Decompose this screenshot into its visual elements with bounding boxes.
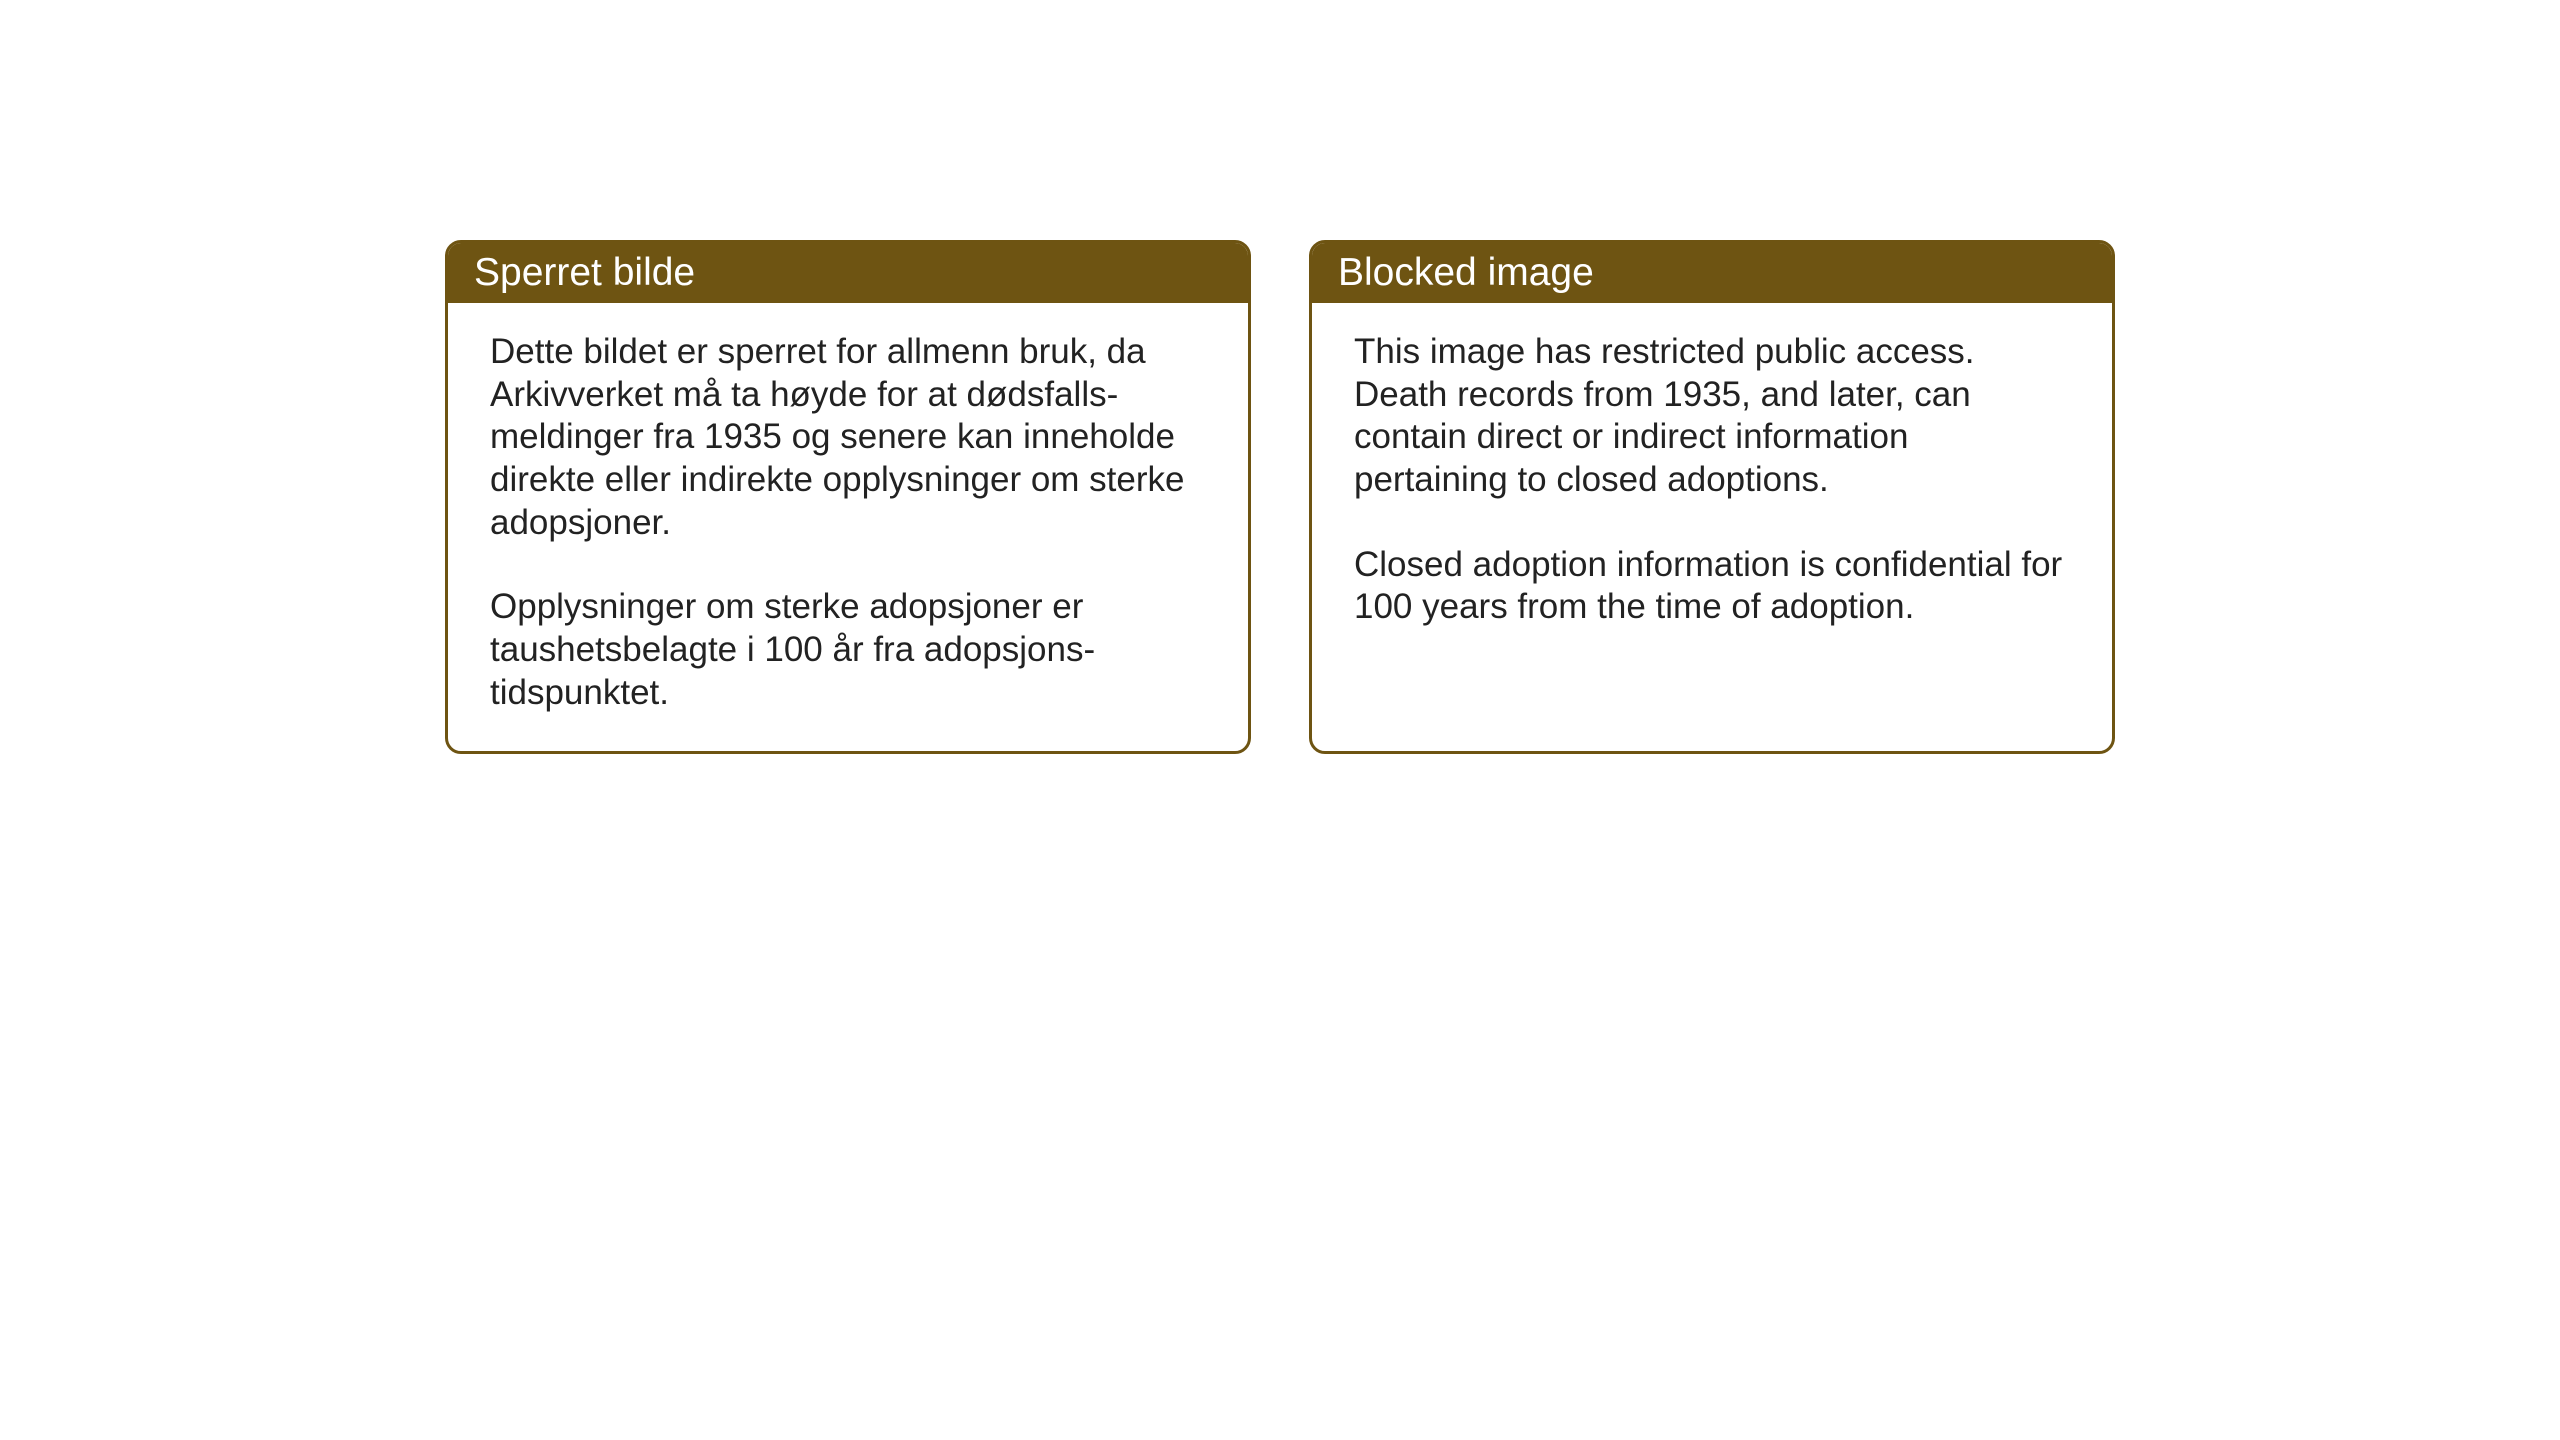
english-paragraph-1: This image has restricted public access.… bbox=[1354, 331, 2070, 502]
norwegian-notice-box: Sperret bilde Dette bildet er sperret fo… bbox=[445, 240, 1251, 754]
norwegian-notice-title: Sperret bilde bbox=[448, 243, 1248, 303]
norwegian-paragraph-1: Dette bildet er sperret for allmenn bruk… bbox=[490, 331, 1206, 544]
english-notice-title: Blocked image bbox=[1312, 243, 2112, 303]
english-notice-box: Blocked image This image has restricted … bbox=[1309, 240, 2115, 754]
english-paragraph-2: Closed adoption information is confident… bbox=[1354, 544, 2070, 629]
notice-container: Sperret bilde Dette bildet er sperret fo… bbox=[445, 240, 2115, 754]
english-notice-body: This image has restricted public access.… bbox=[1312, 303, 2112, 733]
norwegian-notice-body: Dette bildet er sperret for allmenn bruk… bbox=[448, 303, 1248, 751]
norwegian-paragraph-2: Opplysninger om sterke adopsjoner er tau… bbox=[490, 586, 1206, 714]
